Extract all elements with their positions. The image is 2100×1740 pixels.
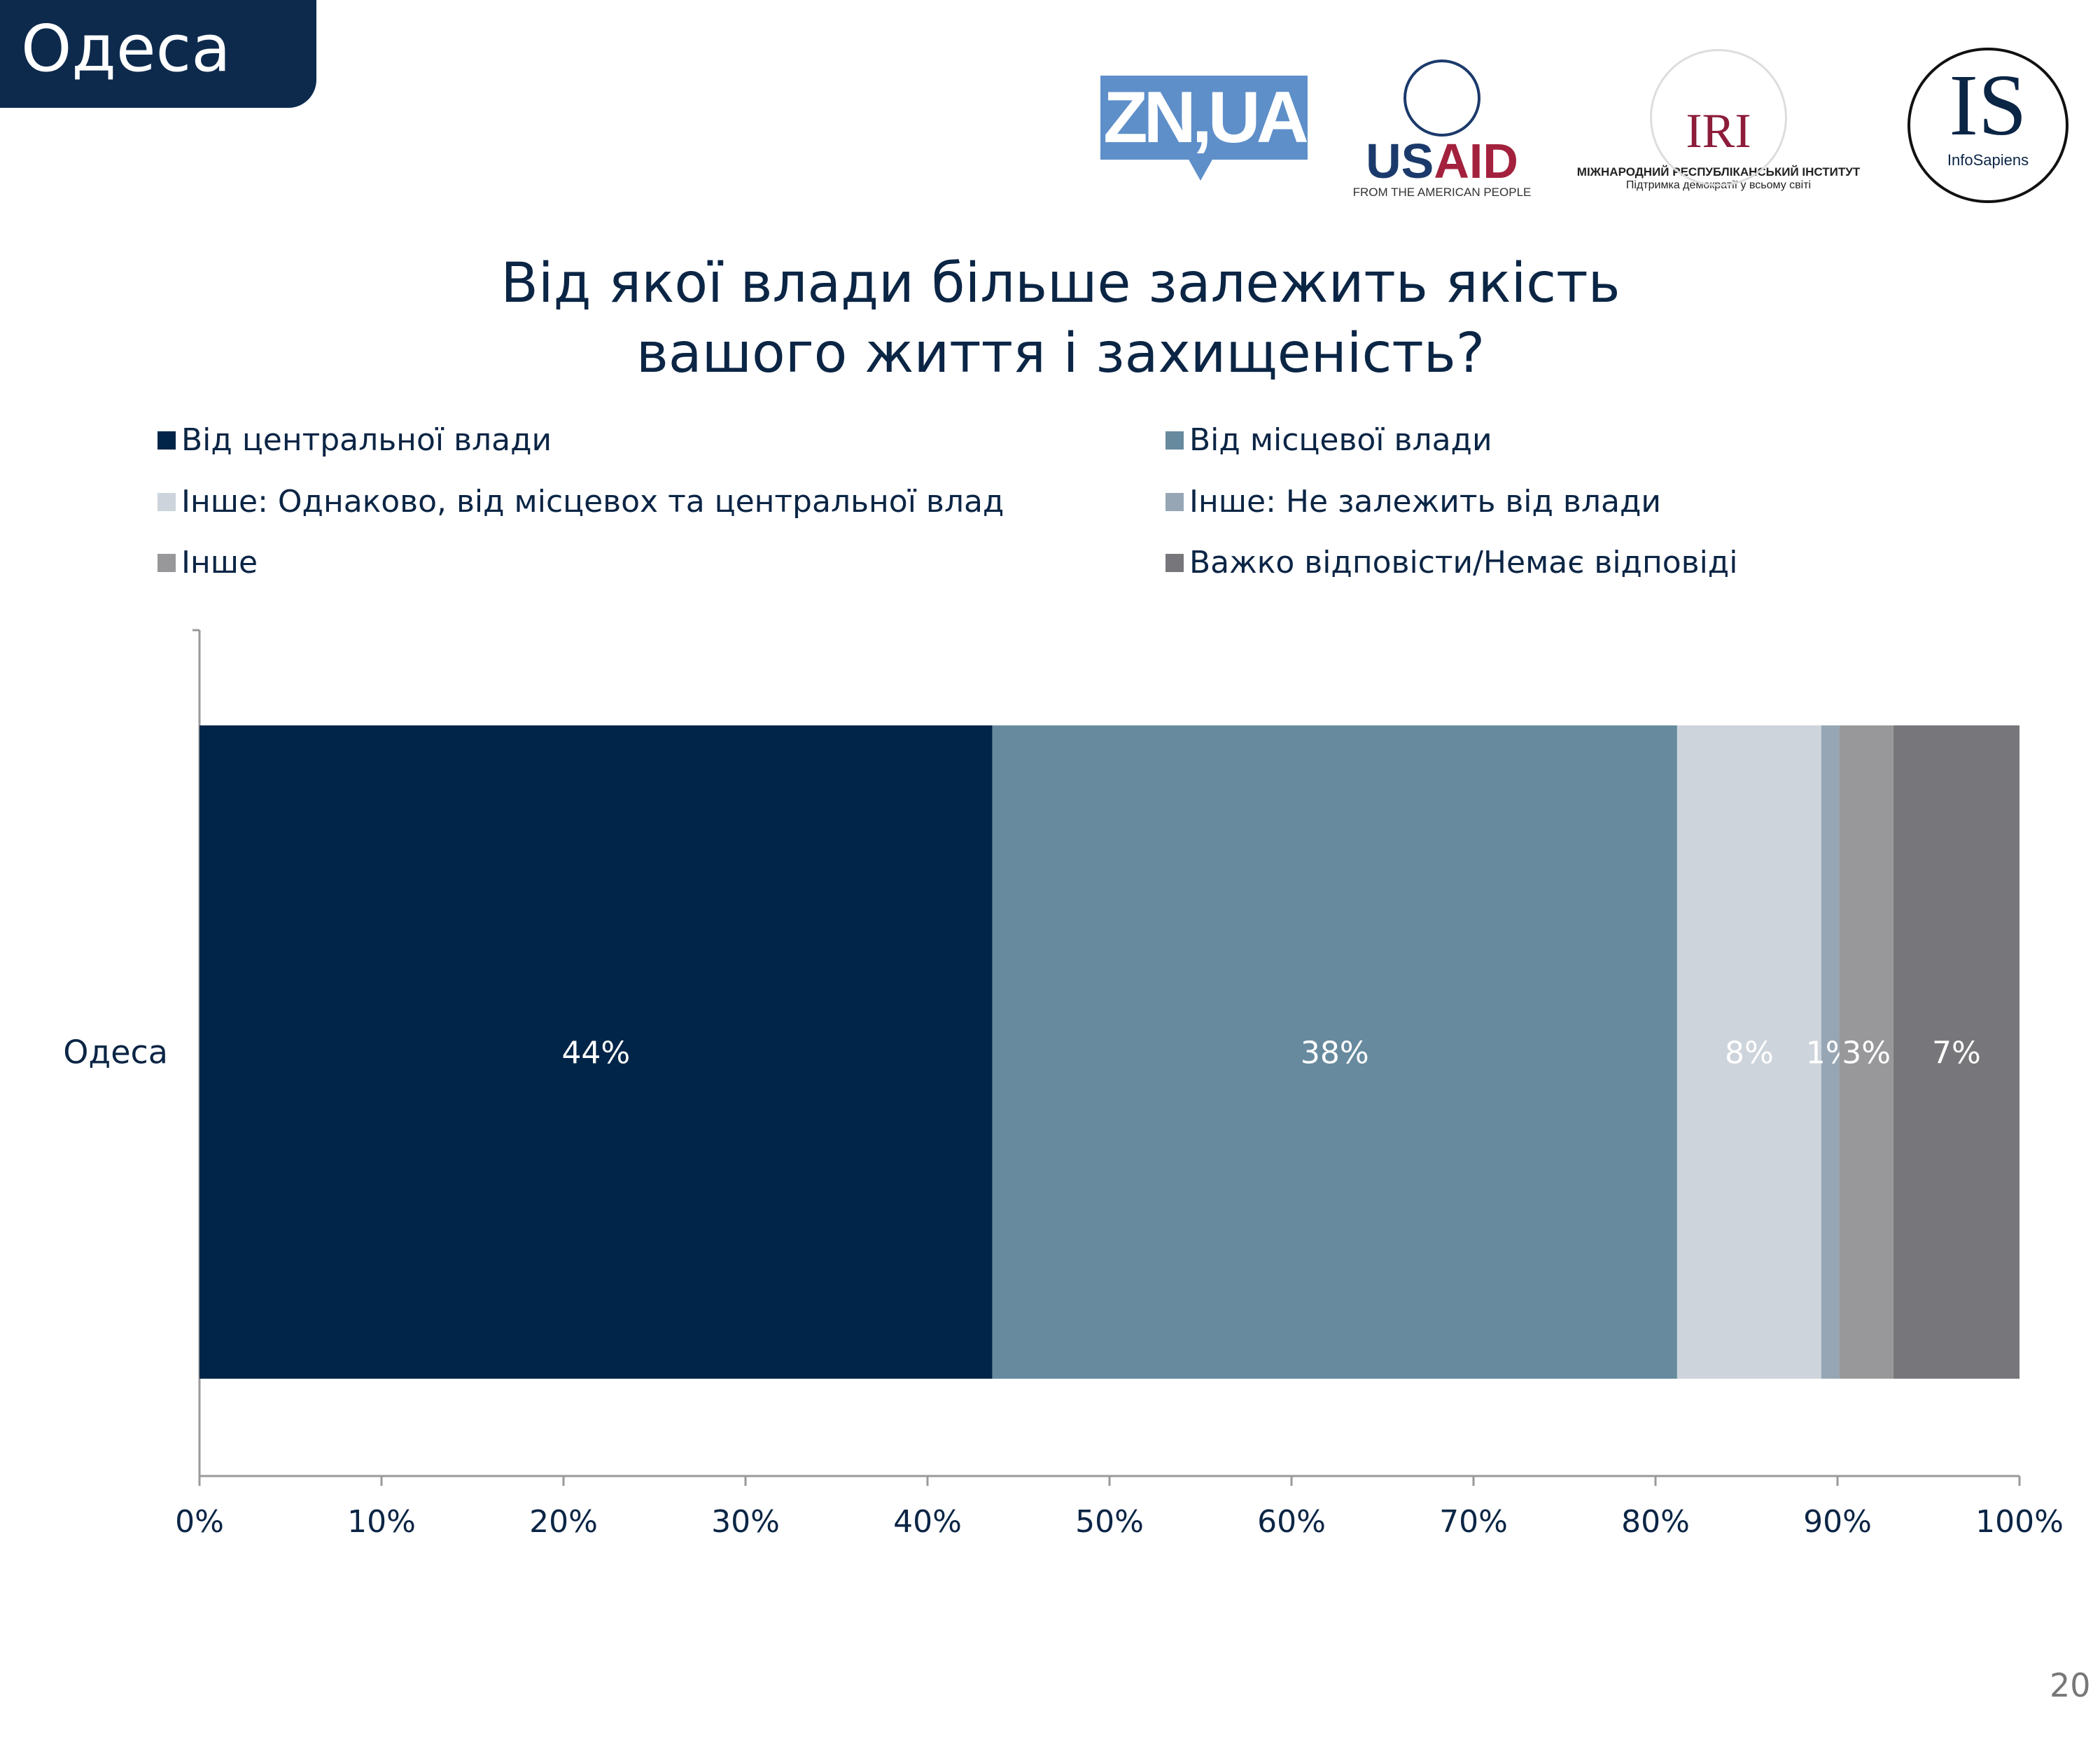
x-tick-label: 0% — [175, 1504, 224, 1540]
usaid-seal-icon — [1404, 60, 1480, 137]
legend-swatch — [158, 553, 176, 572]
infosapiens-logo: IS InfoSapiens — [1907, 48, 2068, 203]
iri-mark: IRI — [1686, 104, 1751, 158]
x-tick-label: 60% — [1257, 1504, 1326, 1540]
data-label: 3% — [1842, 1036, 1891, 1071]
x-tick-label: 10% — [347, 1504, 416, 1540]
legend-item: Від місцевої влади — [1166, 422, 1492, 458]
region-header: Одеса — [0, 0, 316, 108]
legend-item: Важко відповісти/Немає відповіді — [1166, 545, 1737, 580]
bar-segment — [200, 725, 993, 1379]
legend-label: Інше: Однаково, від місцевох та централь… — [181, 484, 1004, 520]
usaid-logo: USAID FROM THE AMERICAN PEOPLE — [1351, 60, 1533, 203]
zn-ua-logo: ZN,UA — [1100, 76, 1309, 181]
region-title: Одеса — [21, 11, 231, 86]
legend-label: Важко відповісти/Немає відповіді — [1189, 545, 1738, 580]
legend-swatch — [158, 492, 176, 511]
bar-segment — [1676, 725, 1821, 1379]
legend-label: Від центральної влади — [181, 422, 552, 458]
usaid-tagline: FROM THE AMERICAN PEOPLE — [1352, 186, 1532, 199]
bar-segment — [992, 725, 1677, 1379]
x-tick-label: 100% — [1975, 1504, 2064, 1540]
legend-swatch — [1166, 553, 1184, 572]
legend-item: Від центральної влади — [158, 422, 552, 458]
page-number: 20 — [2050, 1666, 2091, 1704]
is-mark: IS — [1949, 57, 2027, 154]
data-label: 44% — [561, 1036, 630, 1071]
zn-logo-text: ZN,UA — [1103, 76, 1309, 158]
data-label: 7% — [1932, 1036, 1981, 1071]
chart-title-line-1: Від якої влади більше залежить якість — [500, 252, 1620, 315]
legend-item: Інше — [158, 545, 258, 580]
category-label: Одеса — [63, 1033, 168, 1071]
usaid-us: US — [1366, 134, 1434, 188]
legend-swatch — [158, 431, 176, 450]
x-tick-label: 40% — [893, 1504, 962, 1540]
data-label: 38% — [1301, 1036, 1369, 1071]
legend-item: Інше: Не залежить від влади — [1166, 484, 1661, 520]
x-tick-label: 70% — [1439, 1504, 1508, 1540]
bar-segment — [1839, 725, 1893, 1379]
data-label: 8% — [1725, 1036, 1774, 1071]
x-tick-label: 90% — [1803, 1504, 1872, 1540]
legend-swatch — [1166, 431, 1184, 450]
bar-segment — [1893, 725, 2019, 1379]
x-tick-label: 30% — [711, 1504, 780, 1540]
bar-segment — [1821, 725, 1840, 1379]
iri-logo: IRI МІЖНАРОДНИЙ РЕСПУБЛІКАНСЬКИЙ ІНСТИТУ… — [1561, 49, 1876, 203]
legend-label: Від місцевої влади — [1189, 422, 1492, 458]
legend-swatch — [1166, 492, 1184, 511]
chart-title: Від якої влади більше залежить якість ва… — [0, 249, 2100, 389]
x-tick-label: 80% — [1621, 1504, 1690, 1540]
legend-item: Інше: Однаково, від місцевох та централь… — [158, 484, 1004, 520]
legend-label: Інше — [181, 545, 258, 580]
chart-title-line-2: вашого життя і захищеність? — [636, 322, 1485, 385]
x-tick-label: 20% — [529, 1504, 598, 1540]
legend-label: Інше: Не залежить від влади — [1189, 484, 1661, 520]
usaid-aid: AID — [1434, 134, 1518, 188]
x-tick-label: 50% — [1075, 1504, 1144, 1540]
is-name: InfoSapiens — [1947, 151, 2029, 169]
globe-icon: IRI — [1650, 49, 1787, 186]
